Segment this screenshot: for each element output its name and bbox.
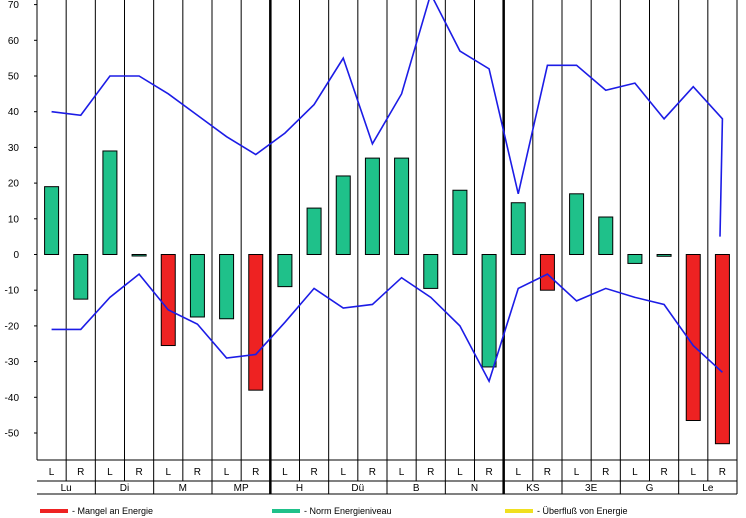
bar-norm bbox=[598, 216, 614, 255]
bar-norm bbox=[656, 254, 672, 257]
x-group-label: B bbox=[413, 483, 420, 494]
x-sub-label: L bbox=[574, 467, 580, 478]
bar-norm bbox=[627, 254, 643, 264]
x-group-label: H bbox=[296, 483, 303, 494]
bar-norm bbox=[394, 157, 410, 255]
x-group-label: Le bbox=[702, 483, 714, 494]
y-tick-label: -10 bbox=[5, 286, 20, 297]
legend-swatch-ueberfluss bbox=[505, 509, 533, 513]
x-sub-label: L bbox=[282, 467, 288, 478]
x-sub-label: L bbox=[107, 467, 113, 478]
x-group-label: Dü bbox=[351, 483, 364, 494]
x-group-label: KS bbox=[526, 483, 540, 494]
x-group-label: Di bbox=[120, 483, 129, 494]
x-sub-label: R bbox=[602, 467, 609, 478]
bar-norm bbox=[189, 254, 205, 318]
bar-norm bbox=[219, 254, 235, 320]
x-sub-label: R bbox=[77, 467, 84, 478]
bar-norm bbox=[102, 150, 118, 255]
lower-norm-line bbox=[51, 273, 723, 384]
y-tick-label: 70 bbox=[8, 0, 20, 11]
x-sub-label: R bbox=[427, 467, 434, 478]
x-sub-label: R bbox=[369, 467, 376, 478]
legend-swatch-mangel bbox=[40, 509, 68, 513]
y-tick-label: 20 bbox=[8, 179, 20, 190]
y-tick-label: 50 bbox=[8, 72, 20, 83]
y-tick-label: -50 bbox=[5, 429, 20, 440]
y-tick-label: 0 bbox=[13, 250, 19, 261]
bar-norm bbox=[335, 175, 351, 256]
y-tick-label: 60 bbox=[8, 36, 20, 47]
bar-norm bbox=[306, 207, 322, 255]
y-tick-label: 40 bbox=[8, 107, 20, 118]
x-sub-label: R bbox=[194, 467, 201, 478]
bar-mangel bbox=[685, 254, 701, 422]
x-sub-label: R bbox=[719, 467, 726, 478]
bar-norm bbox=[44, 186, 60, 255]
upper-norm-line bbox=[51, 0, 724, 237]
x-group-label: 3E bbox=[585, 483, 598, 494]
x-sub-label: L bbox=[399, 467, 405, 478]
bar-norm bbox=[364, 157, 380, 255]
x-sub-label: L bbox=[340, 467, 346, 478]
bar-mangel bbox=[714, 254, 730, 445]
bar-norm bbox=[73, 254, 89, 300]
x-sub-label: R bbox=[252, 467, 259, 478]
x-sub-label: L bbox=[49, 467, 55, 478]
bar-norm bbox=[277, 254, 293, 288]
x-sub-label: R bbox=[660, 467, 667, 478]
x-sub-label: L bbox=[690, 467, 696, 478]
x-sub-label: R bbox=[485, 467, 492, 478]
x-group-label: MP bbox=[234, 483, 249, 494]
x-sub-label: R bbox=[544, 467, 551, 478]
legend-label-norm: - Norm Energieniveau bbox=[304, 506, 392, 516]
bar-mangel bbox=[160, 254, 176, 347]
x-sub-label: L bbox=[632, 467, 638, 478]
bar-norm bbox=[481, 254, 497, 368]
bar-norm bbox=[569, 193, 585, 255]
y-tick-label: 30 bbox=[8, 143, 20, 154]
x-group-label: Lu bbox=[61, 483, 72, 494]
x-sub-label: L bbox=[515, 467, 521, 478]
x-sub-label: L bbox=[224, 467, 230, 478]
bar-mangel bbox=[248, 254, 264, 391]
x-sub-label: R bbox=[135, 467, 142, 478]
y-tick-label: 10 bbox=[8, 214, 20, 225]
x-sub-label: R bbox=[310, 467, 317, 478]
y-tick-label: -20 bbox=[5, 321, 20, 332]
legend-label-mangel: - Mangel an Energie bbox=[72, 506, 153, 516]
x-group-label: G bbox=[646, 483, 654, 494]
x-group-label: N bbox=[471, 483, 478, 494]
y-tick-label: -30 bbox=[5, 357, 20, 368]
legend-label-ueberfluss: - Überfluß von Energie bbox=[537, 506, 628, 516]
x-sub-label: L bbox=[457, 467, 463, 478]
x-sub-label: L bbox=[165, 467, 171, 478]
y-tick-label: -40 bbox=[5, 393, 20, 404]
x-group-label: M bbox=[179, 483, 187, 494]
bar-norm bbox=[510, 202, 526, 255]
bar-mangel bbox=[539, 254, 555, 291]
bar-norm bbox=[423, 254, 439, 289]
legend-swatch-norm bbox=[272, 509, 300, 513]
bar-norm bbox=[131, 254, 147, 257]
bar-norm bbox=[452, 189, 468, 256]
